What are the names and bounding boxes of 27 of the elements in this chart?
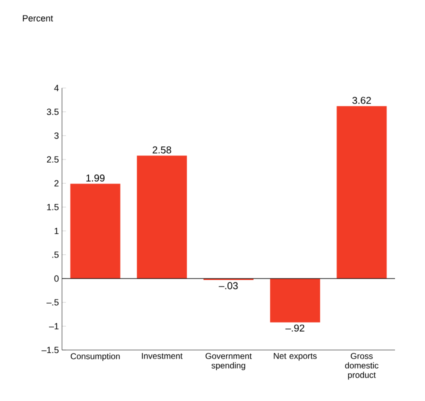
data-label: –.03 xyxy=(218,282,238,290)
y-tick-label: 2 xyxy=(54,180,59,186)
y-tick-label: 2.5 xyxy=(46,156,59,163)
data-label: 3.62 xyxy=(352,96,371,104)
bar xyxy=(270,278,320,322)
y-tick-label: 1 xyxy=(54,228,59,234)
x-tick-label: Investment xyxy=(142,353,183,359)
y-tick-label: 4 xyxy=(54,84,59,92)
x-tick-label: Consumption xyxy=(70,353,120,361)
y-tick-label: 3.5 xyxy=(46,108,59,115)
y-tick-label: 0 xyxy=(54,275,59,282)
bar xyxy=(136,156,187,279)
x-tick-label: Net exports xyxy=(274,353,317,361)
y-tick-label: –1.5 xyxy=(42,346,59,354)
y-tick-label: –1 xyxy=(49,323,59,330)
text: Percent xyxy=(22,15,54,22)
x-tick-label: Gross domestic product xyxy=(345,353,378,380)
data-label: –.92 xyxy=(285,324,304,332)
y-tick-label: 3 xyxy=(54,132,59,139)
bar xyxy=(336,106,387,279)
y-tick-label: –.5 xyxy=(46,299,59,306)
y-tick-label: .5 xyxy=(52,252,59,258)
bar xyxy=(70,184,120,279)
x-tick-label: Government spending xyxy=(206,353,252,370)
data-label: 1.99 xyxy=(86,174,105,182)
data-label: 2.58 xyxy=(152,146,172,154)
y-tick-label: 1.5 xyxy=(47,204,59,210)
